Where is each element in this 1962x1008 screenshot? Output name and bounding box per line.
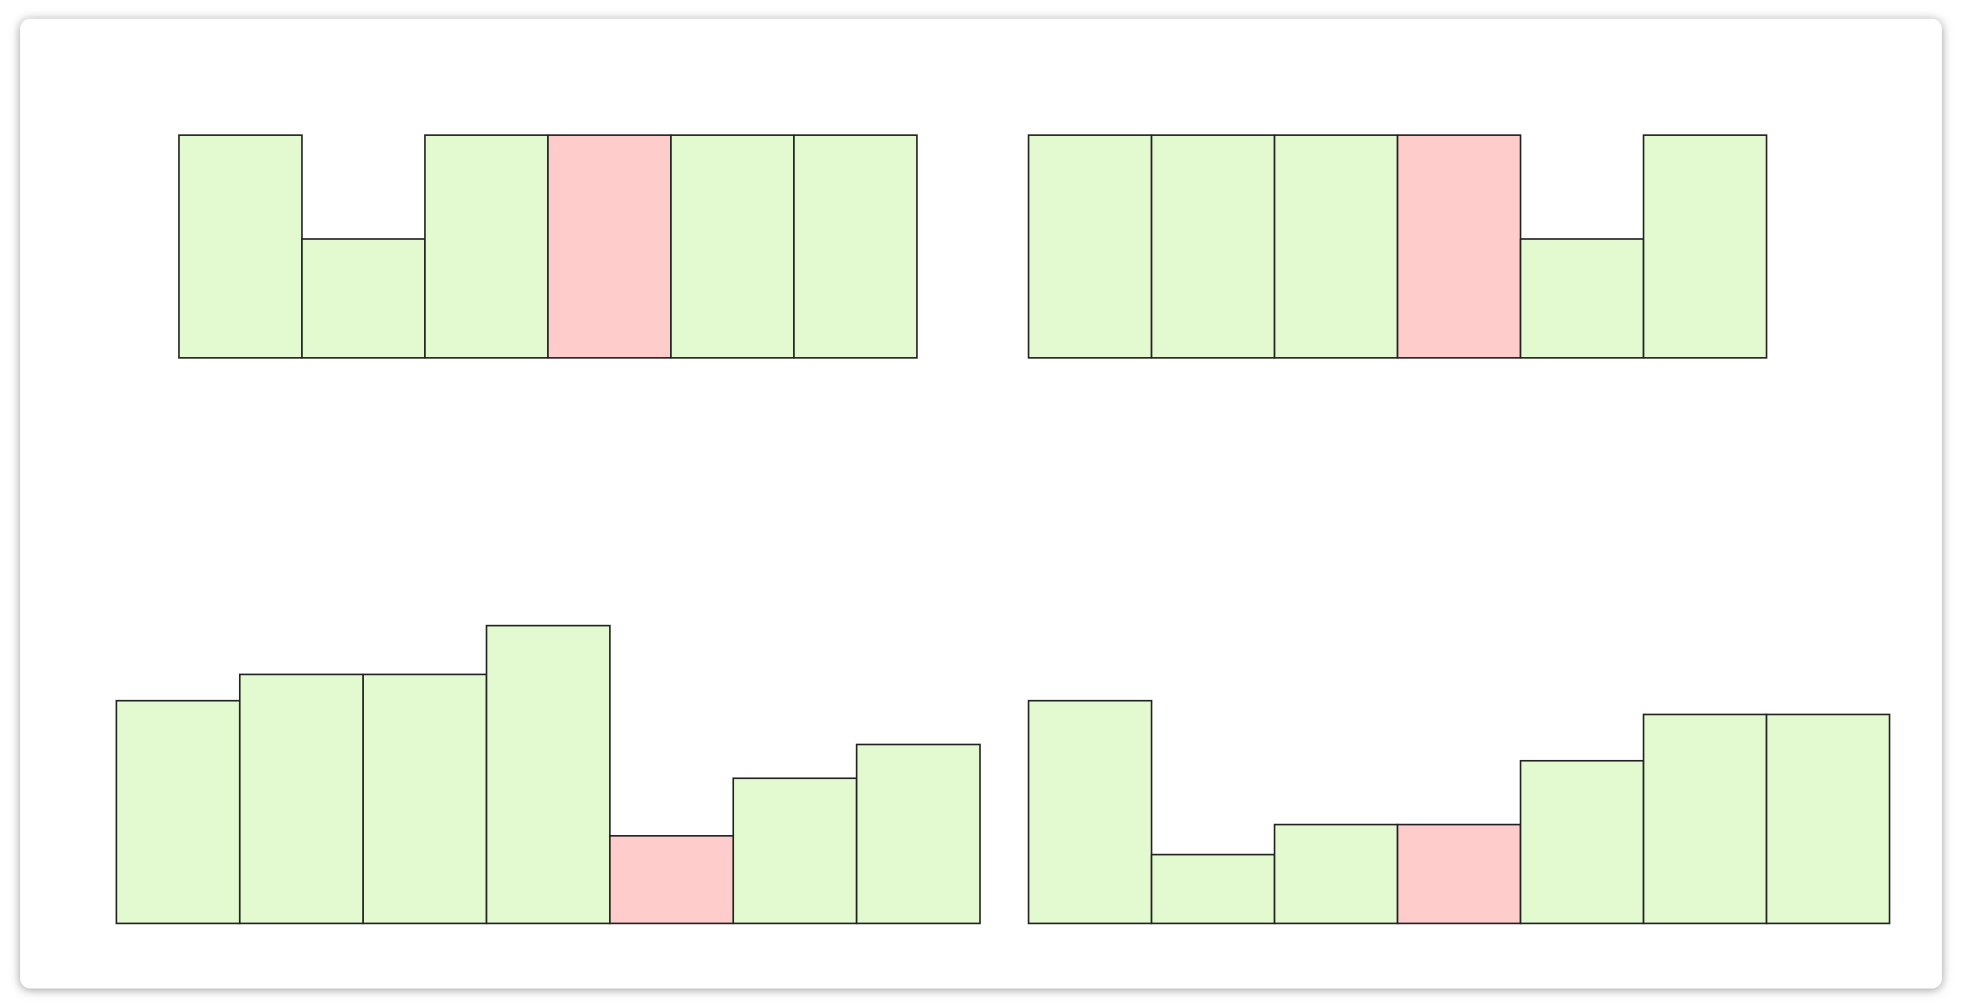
bar [609, 835, 735, 925]
bar [1396, 134, 1522, 359]
bar [485, 624, 611, 925]
bar [1273, 823, 1399, 925]
bar [301, 238, 426, 359]
bar [855, 743, 981, 925]
bar [1150, 853, 1276, 925]
bar [1642, 713, 1768, 925]
bar [1396, 823, 1522, 925]
bar [1150, 134, 1276, 359]
bar [547, 134, 672, 359]
bar [115, 699, 241, 925]
bar [178, 134, 303, 359]
bar [732, 777, 858, 925]
bar [1519, 238, 1645, 359]
bar [424, 134, 549, 359]
bar [1027, 699, 1153, 925]
bar [1273, 134, 1399, 359]
bar [670, 134, 795, 359]
bar [1519, 759, 1645, 925]
bar [1765, 713, 1891, 925]
bar [362, 673, 488, 925]
bar [793, 134, 918, 359]
bar [1642, 134, 1768, 359]
bar [238, 673, 364, 925]
bar-groups [115, 134, 1891, 925]
bar [1027, 134, 1153, 359]
